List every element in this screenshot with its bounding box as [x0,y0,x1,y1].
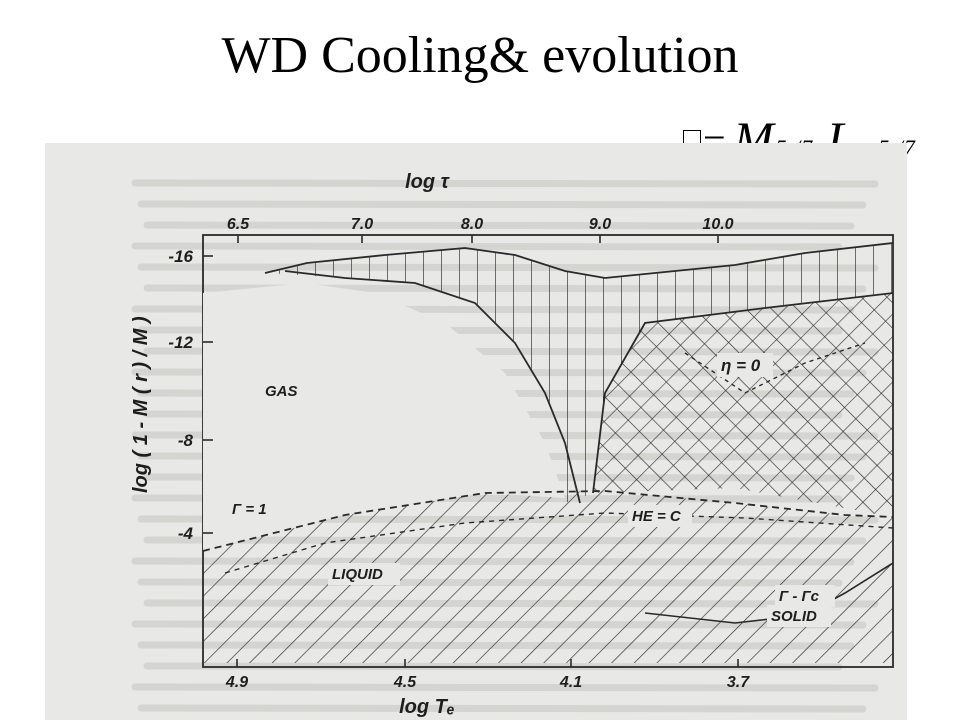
top-tick-label: 10.0 [702,216,733,233]
y-tick-label: -12 [168,333,193,352]
scanned-figure: -16 -12 -8 -4 log ( 1 - M ( r ) / M ) 6.… [45,143,907,720]
region-label-gamma-c: Γ - Γc [779,588,820,605]
ghost-text-line [131,683,879,692]
solid-label-bg [767,605,831,627]
he-c-label-bg [628,505,692,527]
y-axis-label: log ( 1 - M ( r ) / M ) [130,316,152,493]
crystallization-curve [592,292,894,494]
gamma-c-label-bg [775,585,835,607]
eta-zero-curve [684,342,866,394]
wd-phase-diagram: -16 -12 -8 -4 log ( 1 - M ( r ) / M ) 6.… [130,171,894,718]
gamma-one-curve [224,512,894,574]
he-c-transition-curve [202,490,894,552]
top-tick-label: 6.5 [227,216,250,233]
x-tick-label: 4.5 [393,674,417,691]
upper-boundary-curve [264,242,894,279]
x-tick-label: 4.9 [225,674,248,691]
region-label-solid: SOLID [771,608,817,625]
region-label-he-c: HE = C [632,508,682,525]
y-tick-label: -16 [168,247,193,266]
y-tick-label: -4 [178,524,194,543]
region-label-gas: GAS [265,383,298,400]
bottom-axis-ticks [236,659,739,667]
ghost-text-line [137,200,867,209]
top-tick-label: 8.0 [461,216,483,233]
y-tick-label: -8 [178,431,194,450]
x-axis-label: log Tₑ [399,696,455,718]
x-tick-label: 3.7 [727,674,750,691]
gamma1-label-bg [228,498,280,520]
liquid-region-hatch [203,491,893,663]
slide-title: WD Cooling& evolution [221,27,739,84]
eta-label-bg [717,353,773,377]
solid-core-hatch-b [593,293,893,517]
top-tick-label: 9.0 [589,216,611,233]
x-tick-label: 4.1 [559,674,582,691]
region-label-eta: η = 0 [721,356,761,375]
y-axis-ticks [203,255,213,534]
gas-boundary-curve [284,270,581,504]
ghost-text-line [143,221,855,230]
top-axis-ticks [237,235,719,243]
top-axis-label: log τ [405,171,451,193]
ghost-text-line [137,704,867,713]
liquid-label-bg [328,563,400,585]
region-label-gamma1: Γ = 1 [232,501,267,518]
gas-transition-band [265,243,893,503]
gas-region [203,283,565,551]
region-label-liquid: LIQUID [332,566,383,583]
gas-label-bg [261,379,311,401]
top-tick-label: 7.0 [351,216,373,233]
ghost-text-line [131,179,879,188]
ghost-text-line [131,242,843,251]
